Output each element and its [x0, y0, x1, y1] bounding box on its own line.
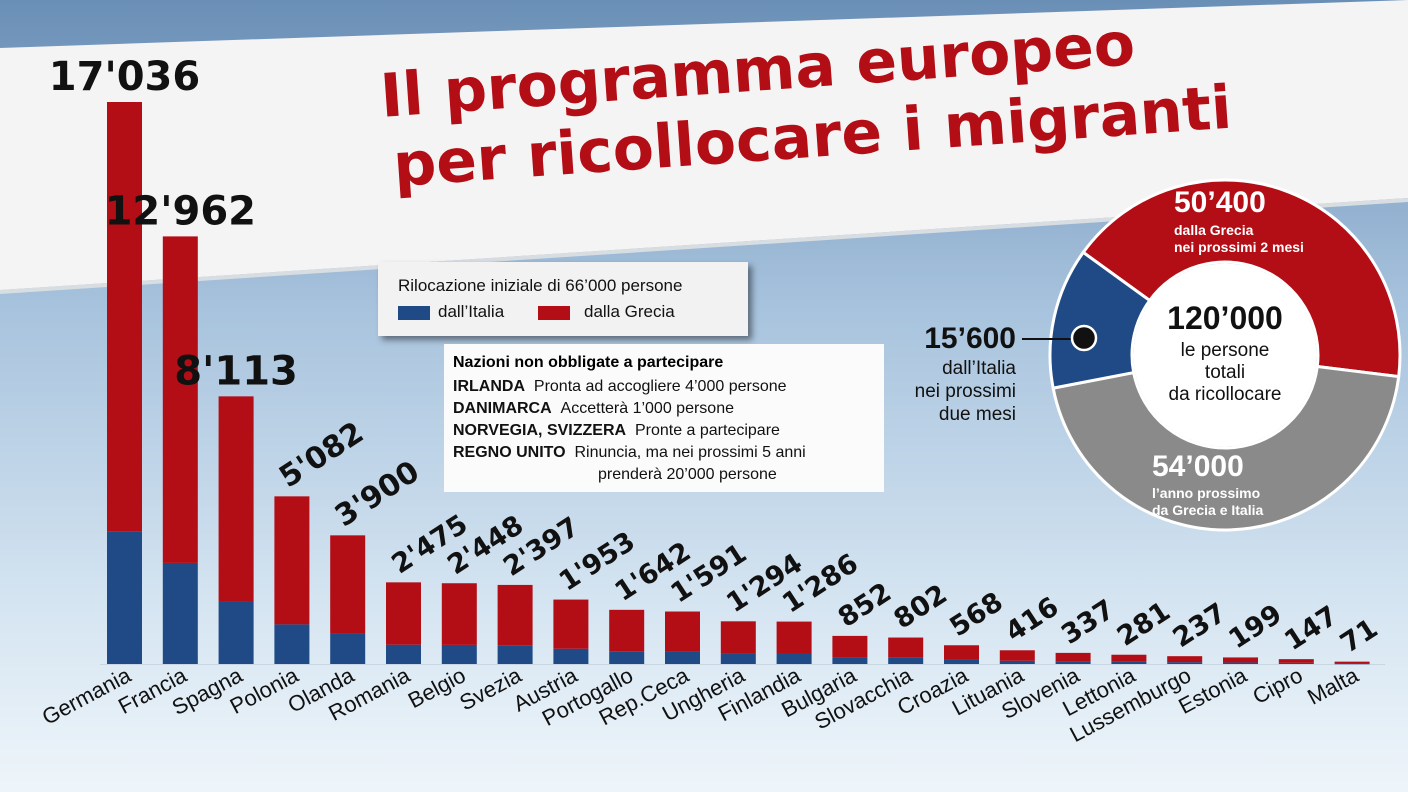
- bar-greece: [999, 650, 1035, 661]
- bar-italy: [665, 651, 700, 664]
- bar-italy: [218, 601, 254, 664]
- bar-total-label: 12'962: [105, 188, 256, 234]
- info-row: REGNO UNITO Rinuncia, ma nei prossimi 5 …: [453, 444, 806, 462]
- bar-italy: [720, 653, 756, 664]
- donut-text-greece-2: nei prossimi 2 mesi: [1174, 239, 1304, 255]
- bar-italy: [162, 562, 198, 664]
- bar-italy: [776, 653, 812, 664]
- bar-italy: [441, 644, 477, 664]
- info-text: Rinuncia, ma nei prossimi 5 anni: [574, 444, 806, 461]
- donut-value-greece: 50’400: [1174, 186, 1266, 219]
- bar-italy: [497, 645, 533, 664]
- legend-title: Rilocazione iniziale di 66’000 persone: [398, 276, 683, 295]
- bar-greece: [553, 599, 589, 649]
- bar-greece: [888, 637, 924, 658]
- bar-italy: [999, 660, 1035, 664]
- non-obligated-nations-box: Nazioni non obbligate a partecipare IRLA…: [444, 344, 884, 492]
- bar-italy: [832, 657, 868, 664]
- info-country: REGNO UNITO: [453, 444, 566, 461]
- bar-italy: [1167, 662, 1203, 664]
- donut-text-next-year-2: da Grecia e Italia: [1152, 502, 1264, 518]
- donut-center-text-2: totali: [1204, 362, 1246, 383]
- donut-center-text-1: le persone: [1180, 340, 1270, 361]
- legend-label-italy: dall’Italia: [438, 302, 505, 321]
- info-row: DANIMARCA Accetterà 1’000 persone: [453, 400, 734, 418]
- info-text: Pronta ad accogliere 4’000 persone: [533, 378, 787, 395]
- bar-italy: [386, 644, 421, 664]
- donut-text-italy-1: dall’Italia: [942, 358, 1016, 379]
- bar-greece: [609, 609, 645, 652]
- bar-greece: [776, 621, 812, 654]
- info-text: Accetterà 1’000 persone: [560, 400, 734, 417]
- donut-center: [1133, 263, 1317, 447]
- bar-total-label: 8'113: [174, 348, 298, 394]
- donut-text-next-year-1: l’anno prossimo: [1152, 485, 1261, 501]
- donut-callout-dot: [1070, 324, 1098, 352]
- bar-greece: [497, 584, 533, 646]
- legend-swatch-italy: [398, 306, 430, 320]
- bar-italy: [274, 624, 310, 664]
- bar-total-label: 17'036: [49, 54, 200, 100]
- bar-greece: [1111, 654, 1147, 662]
- bar-greece: [218, 396, 254, 602]
- donut-value-italy: 15’600: [924, 322, 1016, 355]
- bar-italy: [1334, 663, 1370, 665]
- bar-greece: [107, 102, 142, 532]
- bar-italy: [1278, 662, 1314, 664]
- info-text-continued: prenderà 20’000 persone: [598, 466, 777, 483]
- bar-italy: [944, 659, 979, 664]
- donut-text-italy-2: nei prossimi: [914, 381, 1016, 402]
- bar-italy: [107, 531, 142, 664]
- bar-italy: [1111, 661, 1147, 664]
- donut-text-greece-1: dalla Grecia: [1174, 222, 1254, 238]
- bar-greece: [1055, 652, 1091, 662]
- bar-italy: [1055, 661, 1091, 664]
- donut-center-value: 120’000: [1167, 300, 1283, 336]
- bar-greece: [330, 535, 366, 634]
- title-banner: [0, 0, 1408, 294]
- bar-greece: [386, 582, 421, 645]
- bar-italy: [888, 657, 924, 664]
- info-country: NORVEGIA, SVIZZERA: [453, 422, 627, 439]
- bar-greece: [274, 496, 310, 625]
- bar-greece: [441, 583, 477, 645]
- donut-segment-italy: [1048, 250, 1152, 390]
- bar-greece: [1223, 657, 1258, 663]
- info-text: Pronte a partecipare: [634, 422, 780, 439]
- bar-greece: [665, 611, 700, 652]
- legend-label-greece: dalla Grecia: [584, 302, 675, 321]
- donut-center-text-3: da ricollocare: [1168, 384, 1282, 405]
- info-country: IRLANDA: [453, 378, 525, 395]
- donut-value-next-year: 54’000: [1152, 450, 1244, 483]
- bar-italy: [330, 633, 366, 664]
- bar-italy: [609, 651, 645, 664]
- bar-greece: [1334, 661, 1370, 664]
- bar-greece: [832, 635, 868, 658]
- info-row: IRLANDA Pronta ad accogliere 4’000 perso…: [453, 378, 787, 396]
- bar-greece: [1278, 659, 1314, 663]
- donut-segment-greece: [1081, 178, 1402, 379]
- info-row: NORVEGIA, SVIZZERA Pronte a partecipare: [453, 422, 780, 440]
- donut-segment-next-year: [1051, 364, 1401, 532]
- info-heading: Nazioni non obbligate a partecipare: [453, 354, 724, 371]
- legend-swatch-greece: [538, 306, 570, 320]
- bar-italy: [553, 648, 589, 664]
- bar-greece: [720, 621, 756, 654]
- legend: Rilocazione iniziale di 66’000 persone d…: [378, 262, 748, 336]
- bar-greece: [162, 236, 198, 563]
- info-country: DANIMARCA: [453, 400, 552, 417]
- bar-greece: [944, 645, 979, 660]
- bar-greece: [1167, 656, 1203, 663]
- bar-italy: [1223, 662, 1258, 664]
- donut-text-italy-3: due mesi: [938, 404, 1016, 425]
